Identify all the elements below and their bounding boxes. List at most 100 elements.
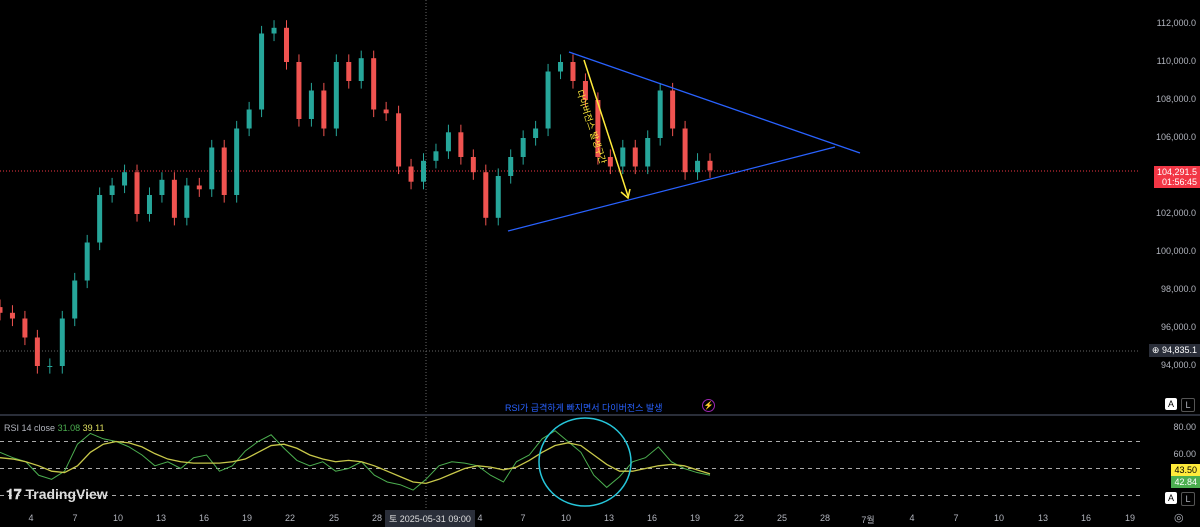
candle: [109, 185, 115, 195]
rsi-tag: 42.84: [1171, 476, 1200, 488]
candle: [246, 109, 252, 129]
candle: [22, 318, 28, 338]
candle: [209, 147, 215, 190]
candle: [632, 147, 638, 167]
time-tick: 28: [371, 513, 383, 523]
time-tick: 16: [1080, 513, 1092, 523]
divergence-arrow: [583, 59, 629, 197]
rsi-label: RSI: [4, 423, 20, 433]
log-scale-button[interactable]: L: [1181, 398, 1195, 412]
candle: [508, 157, 514, 176]
candle: [321, 90, 327, 129]
time-tick: 25: [328, 513, 340, 523]
candle: [570, 62, 576, 81]
upper-trendline: [568, 51, 861, 154]
rsi-legend: RSI 14 close 31.08 39.11: [4, 423, 104, 433]
rsi-ma-line: [0, 440, 711, 485]
candle: [97, 195, 103, 243]
candle: [184, 185, 190, 218]
candle: [421, 160, 427, 182]
time-tick: 19: [1124, 513, 1136, 523]
auto-scale-button[interactable]: A: [1165, 398, 1177, 410]
candle: [122, 172, 128, 186]
brand-text: TradingView: [25, 486, 108, 502]
candle: [657, 90, 663, 138]
candle: [234, 128, 240, 195]
candle: [146, 195, 152, 214]
candle: [221, 147, 227, 195]
candle: [196, 185, 202, 190]
candle: [682, 128, 688, 173]
price-tick: 112,000.0: [1156, 18, 1196, 28]
last-price: 104,291.5: [1156, 167, 1197, 177]
price-tick: 100,000.0: [1155, 246, 1196, 256]
candle: [433, 151, 439, 161]
candle: [9, 312, 15, 319]
price-tick: 96,000.0: [1160, 322, 1196, 332]
countdown: 01:56:45: [1161, 177, 1197, 187]
candle: [308, 90, 314, 119]
candle: [283, 27, 289, 62]
settings-icon[interactable]: ◎: [1174, 512, 1184, 524]
time-tick: 7: [953, 513, 959, 523]
candle: [533, 128, 539, 138]
candle: [595, 100, 601, 157]
tradingview-logo: 𝟏𝟕 TradingView: [6, 486, 108, 502]
candle: [545, 71, 551, 129]
rsi-auto-scale-button[interactable]: A: [1165, 492, 1177, 504]
candle: [333, 62, 339, 129]
time-tick: 7월: [861, 515, 875, 525]
time-tick: 4: [28, 513, 34, 523]
candle: [84, 242, 90, 281]
rsi-tick: 80.00: [1173, 422, 1196, 432]
time-tick: 10: [993, 513, 1005, 523]
time-tick: 4: [909, 513, 915, 523]
rsi-highlight-circle: [538, 417, 632, 507]
time-tick: 16: [646, 513, 658, 523]
candle: [445, 132, 451, 152]
rsi-log-scale-button[interactable]: L: [1181, 492, 1195, 506]
time-tick: 22: [733, 513, 745, 523]
arrow-head-icon: [620, 188, 631, 200]
time-tick: 10: [560, 513, 572, 523]
candle: [383, 109, 389, 114]
price-tick: 94,000.0: [1160, 360, 1196, 370]
candle: [271, 27, 277, 34]
rsi-annotation: RSI가 급격하게 빠지면서 다이버전스 발생: [505, 403, 663, 413]
time-tick: 13: [155, 513, 167, 523]
candle: [695, 160, 701, 173]
crosshair-time: 토 2025-05-31 09:00: [385, 510, 475, 527]
time-tick: 25: [776, 513, 788, 523]
rsi-value: 31.08: [57, 423, 81, 433]
candle: [134, 172, 140, 214]
candle: [371, 58, 377, 110]
rsi-ma-tag: 43.50: [1171, 464, 1200, 476]
candle: [558, 62, 564, 72]
time-tick: 13: [603, 513, 615, 523]
candle: [458, 132, 464, 157]
price-tick: 108,000.0: [1155, 94, 1196, 104]
candle: [171, 179, 177, 218]
candle: [645, 138, 651, 167]
lightning-icon[interactable]: ⚡: [702, 399, 715, 412]
candle: [495, 176, 501, 218]
time-tick: 22: [284, 513, 296, 523]
candle: [582, 81, 588, 100]
candle: [72, 280, 78, 319]
price-tick: 98,000.0: [1160, 284, 1196, 294]
time-tick: 4: [477, 513, 483, 523]
candle: [47, 366, 53, 367]
candle: [296, 62, 302, 119]
time-tick: 13: [1037, 513, 1049, 523]
candle: [259, 33, 265, 110]
time-tick: 16: [198, 513, 210, 523]
time-tick: 7: [72, 513, 78, 523]
time-tick: 28: [819, 513, 831, 523]
plus-icon[interactable]: ⊕: [1151, 345, 1160, 355]
candle: [159, 179, 165, 195]
time-tick: 10: [112, 513, 124, 523]
lower-trendline: [507, 146, 836, 232]
candle: [408, 166, 414, 182]
candle: [346, 62, 352, 81]
